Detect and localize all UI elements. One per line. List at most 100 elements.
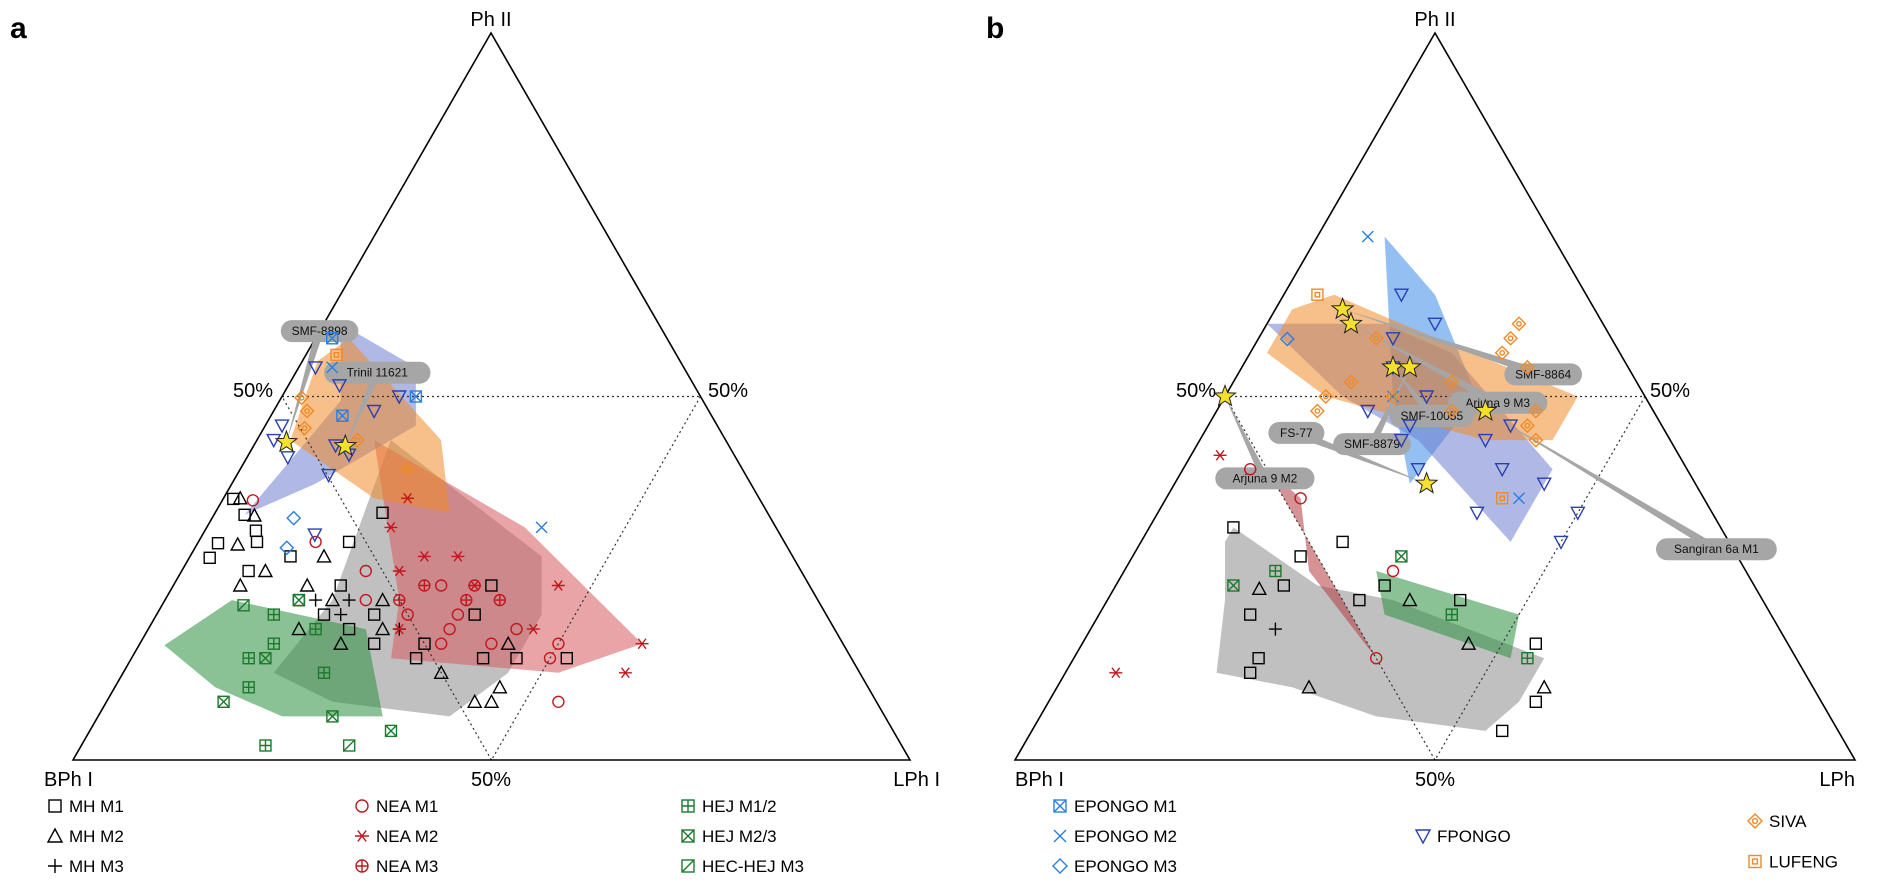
gridlines-50	[1224, 395, 1646, 761]
point-nea-m1	[485, 637, 498, 650]
point-fpongo	[331, 379, 348, 394]
series-nea-m2	[1109, 449, 1227, 679]
point-hej-m1-2	[242, 652, 255, 665]
point-siva	[1309, 403, 1325, 419]
point-hej-m2-3	[326, 710, 339, 723]
point-mh-m1	[1529, 637, 1543, 650]
point-nea-m1	[401, 608, 414, 621]
series-hec-hej-m3	[237, 599, 356, 752]
pct-label-bottom: 50%	[471, 769, 511, 791]
point-mh-m3	[342, 593, 356, 607]
point-fpongo	[274, 419, 290, 434]
point-mh-m1	[409, 652, 423, 665]
point-nea-m3	[418, 579, 431, 592]
legend-label: HEJ M1/2	[702, 797, 777, 816]
series-mh-m1	[203, 492, 573, 665]
point-nea-m2	[468, 580, 482, 591]
legend-label: EPONGO M1	[1074, 797, 1177, 816]
point-mh-m2	[492, 679, 508, 694]
point-hec-hej-m3	[237, 599, 250, 612]
point-mh-m2	[333, 635, 349, 650]
legend-marker-epongo-m3	[1052, 858, 1068, 874]
point-specimens	[274, 429, 299, 453]
series-mh-m3	[1268, 622, 1282, 636]
callout-smf-8898: SMF-8898	[280, 320, 359, 443]
point-fpongo	[366, 404, 382, 419]
series-mh-m1	[1227, 521, 1543, 738]
point-fpongo	[320, 468, 337, 484]
point-mh-m2	[1301, 679, 1317, 694]
series-siva	[1309, 316, 1544, 448]
legend-label: LUFENG	[1769, 853, 1838, 872]
point-mh-m2	[316, 548, 332, 563]
legend: EPONGO M1 EPONGO M2 EPONGO M3 FPONGO SIVA LUF…	[1052, 797, 1838, 876]
point-epongo-m1	[326, 332, 339, 345]
callout-pointer	[1342, 309, 1545, 379]
legend-label: SIVA	[1769, 812, 1807, 831]
point-fpongo	[1410, 463, 1426, 478]
legend-label: EPONGO M3	[1074, 857, 1177, 876]
legend-marker-nea-m3	[355, 859, 369, 873]
point-nea-m1	[246, 494, 260, 507]
point-epongo-m2	[1513, 492, 1525, 505]
legend-item-hec-hej-m3: HEC-HEJ M3	[681, 857, 804, 876]
point-specimens	[1397, 354, 1422, 378]
callout-label: SMF-8879	[1344, 437, 1400, 451]
point-siva	[1528, 432, 1544, 448]
point-nea-m1	[552, 637, 565, 650]
point-nea-m2	[1213, 449, 1227, 461]
callout-pointer	[345, 371, 381, 447]
point-siva	[1528, 403, 1544, 419]
point-mh-m3	[1268, 622, 1282, 636]
point-lufeng	[1311, 288, 1324, 301]
point-hej-m1-2	[1445, 608, 1459, 621]
legend-item-hej-m2-3: HEJ M2/3	[681, 827, 777, 846]
callout-bubble	[280, 320, 359, 343]
callout-arjuna-9-m3: Arjuna 9 M3	[1351, 323, 1548, 414]
point-fpongo	[266, 433, 282, 449]
point-nea-m1	[359, 593, 372, 607]
legend-item-fpongo: FPONGO	[1414, 827, 1511, 846]
panel-a: a Ph II BPh I LPh I 50% 50% 50% Trinil 11621 SMF…	[10, 9, 940, 876]
point-hec-hej-m3	[343, 739, 356, 752]
callout-sangiran-6a-m1: Sangiran 6a M1	[1485, 411, 1777, 561]
point-hej-m2-3	[384, 724, 398, 738]
point-nea-m1	[1386, 564, 1400, 578]
point-fpongo	[1469, 506, 1485, 521]
point-nea-m2	[401, 492, 415, 504]
legend-item-mh-m3: MH M3	[48, 857, 124, 876]
series-epongo-m3	[279, 510, 302, 556]
series-nea-m2	[384, 492, 649, 679]
callout-pointer	[286, 329, 324, 443]
point-hej-m1-2	[1521, 652, 1534, 665]
point-fpongo	[1402, 419, 1418, 434]
point-mh-m1	[1529, 695, 1543, 708]
series-specimens	[1213, 296, 1498, 494]
point-siva	[1519, 359, 1535, 375]
point-epongo-m2	[326, 361, 339, 374]
callout-label: FS-77	[1280, 426, 1313, 440]
pct-label-right: 50%	[708, 380, 748, 402]
point-specimens	[1414, 471, 1439, 494]
callout-bubble	[1656, 538, 1777, 561]
point-siva	[1318, 389, 1334, 404]
pct-label-bottom: 50%	[1415, 769, 1455, 791]
callout-smf-8864: SMF-8864	[1342, 309, 1582, 386]
point-mh-m1	[1243, 666, 1257, 679]
legend-label: MH M3	[69, 857, 124, 876]
series-epongo-m2	[326, 361, 548, 534]
series-fpongo	[266, 361, 407, 543]
point-nea-m1	[359, 564, 372, 578]
pct-label-left: 50%	[233, 380, 273, 402]
series-lufeng	[330, 348, 343, 362]
point-nea-m2	[635, 638, 649, 650]
point-mh-m1	[368, 637, 381, 650]
point-mh-m3	[334, 608, 348, 622]
panel-letter: a	[10, 12, 27, 45]
panel-b: b Ph II BPh I LPh 50% 50% 50% SMF-8864 Arjuna 9 …	[986, 9, 1857, 876]
legend-item-epongo-m1: EPONGO M1	[1053, 797, 1177, 816]
point-nea-m2	[1109, 667, 1123, 679]
point-siva	[294, 390, 310, 406]
point-fpongo	[307, 361, 324, 376]
